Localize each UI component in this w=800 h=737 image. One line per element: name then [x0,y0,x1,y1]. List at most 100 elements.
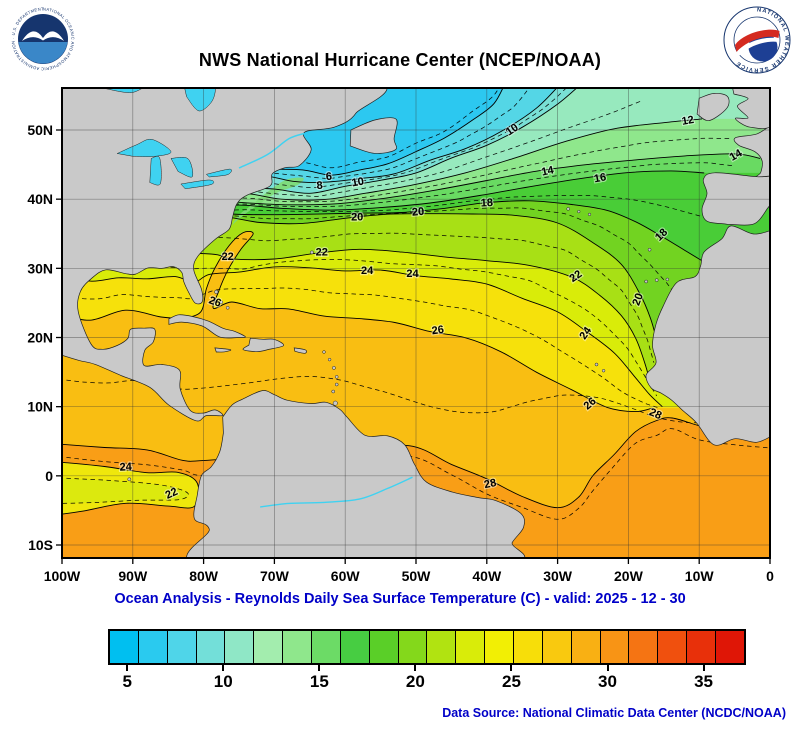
colorbar-cell [225,631,255,663]
colorbar-tick-label: 5 [122,672,132,691]
lake-ontario [205,168,232,178]
lat-label: 10N [27,399,53,415]
island-azores [566,207,570,211]
island-galapagos [127,477,132,482]
lon-label: 60W [331,568,361,584]
colorbar-cell [312,631,341,663]
temperature-colorbar [108,629,746,665]
lon-label: 0 [766,568,774,584]
land-ireland [696,92,730,122]
contour-label: 8 [316,180,323,192]
contour-dashed-13 [62,137,732,203]
colorbar-tick-label: 35 [694,672,714,691]
contour-label: 10 [351,176,365,190]
land-cuba [168,314,246,339]
colorbar-cell [427,631,457,663]
colorbar-tick [510,665,513,671]
island-canary [644,279,648,284]
colorbar-cell [167,631,197,663]
contour-line-26 [62,230,653,413]
colorbar-tick-label: 10 [213,672,233,691]
land-france [733,125,770,178]
contour-dashed-19 [62,207,680,301]
island-azores [577,210,581,214]
contour-dashed-15 [62,162,733,208]
lat-label: 10S [28,537,53,553]
colorbar-tick-label: 15 [309,672,329,691]
colorbar-cell [110,631,139,663]
lat-label: 30N [27,260,53,276]
lake-erie [180,179,215,190]
lon-label: 40W [472,568,502,584]
island-bermuda [310,250,314,255]
lon-label: 70W [260,568,290,584]
contour-label: 16 [593,171,607,185]
island-canary [665,277,669,282]
amazon-river [260,476,413,508]
colorbar-tick [414,665,417,671]
colorbar-cell [138,631,168,663]
colorbar-cell [571,631,601,663]
colorbar-cell [687,631,717,663]
contour-line-24 [62,266,663,408]
contour-label: 20 [630,292,645,308]
colorbar-cell [629,631,659,663]
island-canary [654,278,659,282]
contour-dashed-17 [62,194,704,218]
noaa-gull-icon [22,31,64,41]
nws-logo: NATIONAL WEATHER SERVICE [723,6,791,74]
island-antilles [322,350,326,354]
land-newfoundland [349,117,398,154]
contour-dashed-23-pacific [62,477,189,504]
island-bahamas [219,300,224,304]
island-cape-verde [594,362,599,367]
lon-label: 30W [543,568,573,584]
land-south-america [186,390,526,558]
island-antilles [334,382,339,387]
colorbar-cell [398,631,428,663]
colorbar-cell [716,631,744,663]
lon-label: 10W [685,568,715,584]
contour-label: 20 [351,212,363,224]
contour-line-22 [62,248,652,386]
lon-label: 50W [402,568,432,584]
island-antilles [327,357,332,362]
contour-line-14 [62,153,761,206]
contour-label: 26 [207,294,223,309]
shelf-cool-water [229,177,304,230]
lat-label: 40N [27,191,53,207]
lat-label: 0 [45,468,53,484]
map-caption: Ocean Analysis - Reynolds Daily Sea Surf… [114,591,686,607]
lake-huron [170,157,194,178]
colorbar-tick [222,665,225,671]
noaa-sea [18,42,68,64]
colorbar-cell [283,631,313,663]
lat-label: 20N [27,330,53,346]
lake-michigan [149,156,162,186]
colorbar-cell [542,631,572,663]
contour-label: 22 [316,246,328,258]
lon-label: 90W [118,568,148,584]
island-antilles [332,366,336,370]
colorbar-tick [126,665,129,671]
nws-swoosh-white [736,37,779,56]
island-cape-verde [601,369,606,373]
lat-label: 50N [27,122,53,138]
lon-label: 100W [44,568,81,584]
data-source-text: Data Source: National Climatic Data Cent… [442,706,786,720]
lon-label: 20W [614,568,644,584]
contour-label: 26 [431,324,445,338]
colorbar-cell [196,631,226,663]
contour-label: 20 [411,206,424,219]
colorbar-cell [340,631,370,663]
colorbar-cell [485,631,515,663]
contour-label: 24 [361,265,374,277]
noaa-logo: NATIONAL OCEANIC AND ATMOSPHERIC ADMINIS… [10,6,75,72]
colorbar-cell [456,631,486,663]
lon-label: 80W [189,568,219,584]
contour-label: 24 [119,461,133,474]
land-africa [645,225,770,446]
contour-label: 22 [222,251,234,263]
